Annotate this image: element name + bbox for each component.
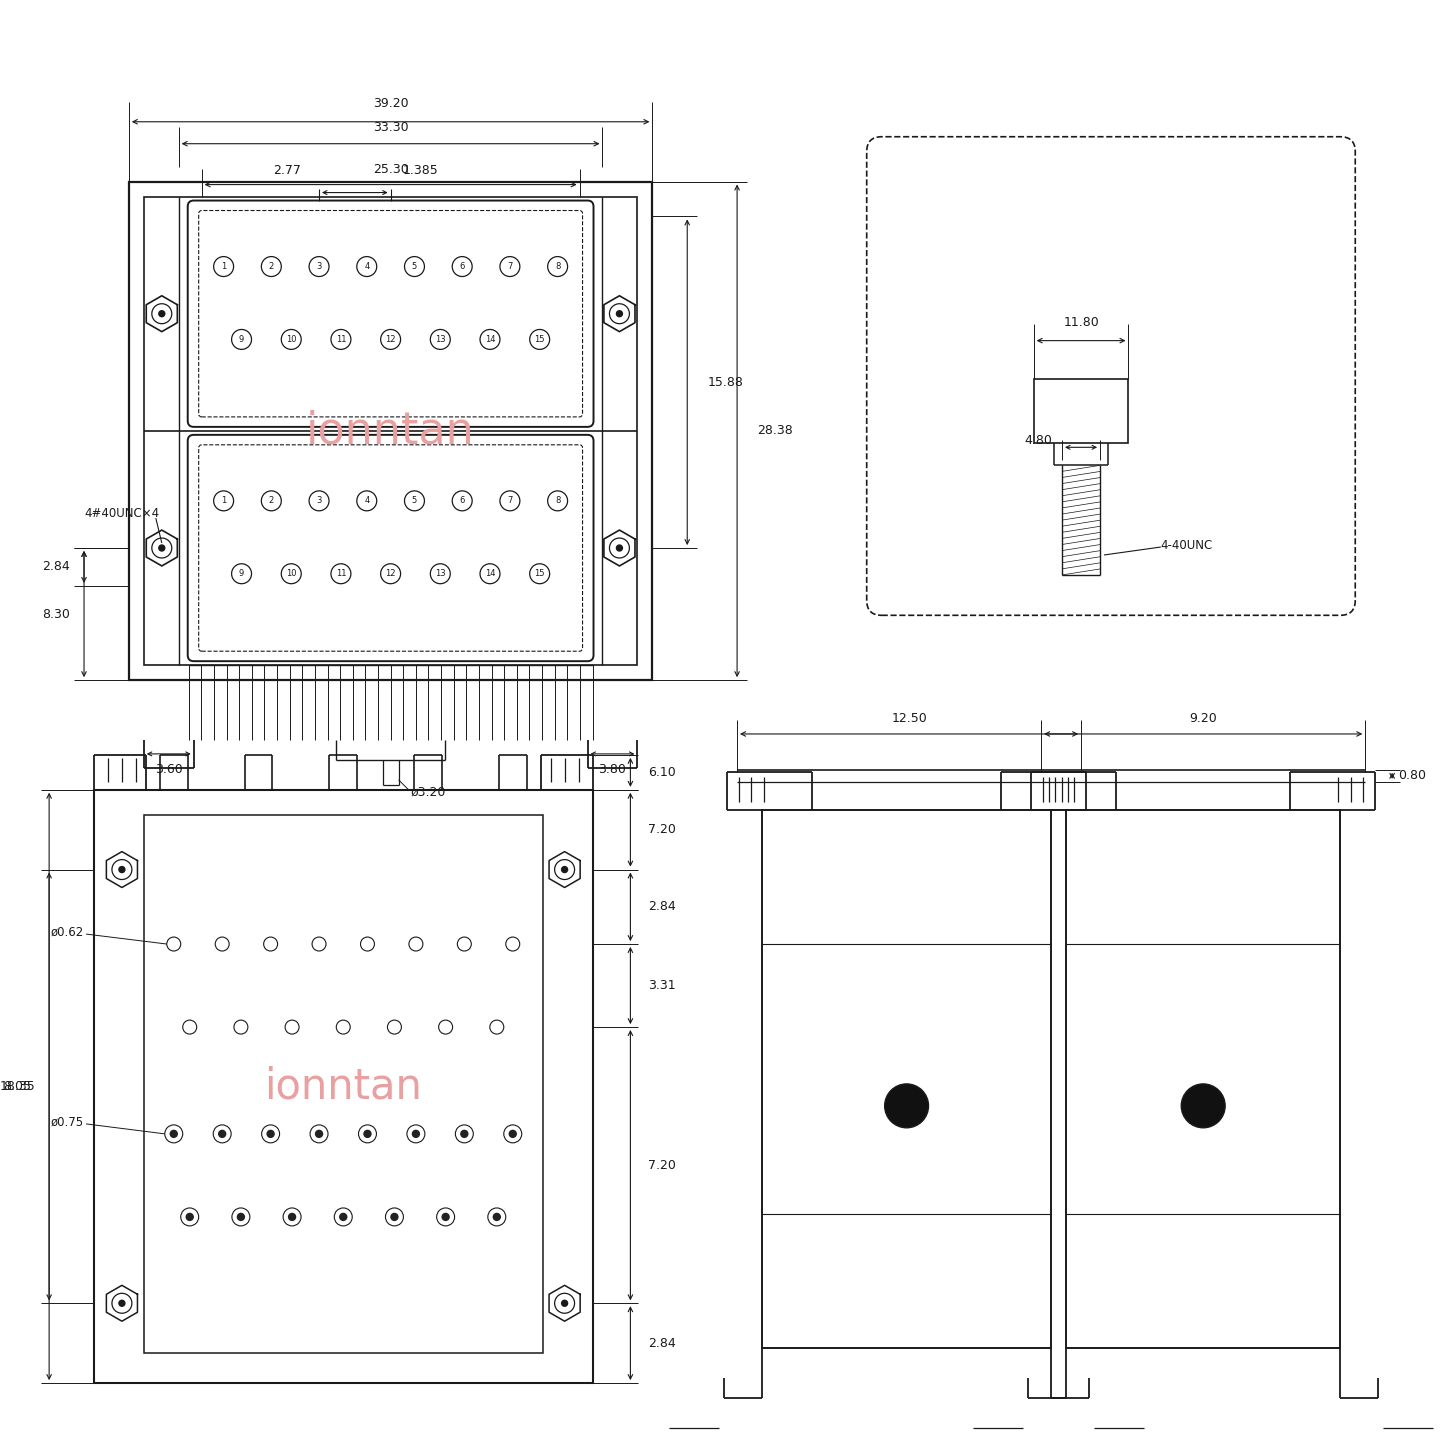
Text: 7: 7 — [507, 262, 513, 271]
Text: 4-40UNC: 4-40UNC — [1161, 539, 1212, 552]
Text: 3.31: 3.31 — [648, 979, 677, 992]
Bar — [94, 789, 592, 1382]
Text: 11: 11 — [336, 336, 346, 344]
Circle shape — [616, 544, 622, 552]
Text: 6: 6 — [459, 497, 465, 505]
Circle shape — [120, 867, 125, 873]
Bar — [762, 809, 1051, 1348]
Text: 8: 8 — [554, 497, 560, 505]
Text: 2.84: 2.84 — [42, 560, 71, 573]
Text: 2.84: 2.84 — [648, 900, 677, 913]
Bar — [1034, 379, 1129, 444]
Circle shape — [461, 1130, 468, 1138]
Circle shape — [158, 544, 164, 552]
Text: 11.80: 11.80 — [1063, 317, 1099, 330]
Text: 5: 5 — [412, 262, 418, 271]
Circle shape — [562, 1300, 567, 1306]
Circle shape — [390, 1214, 397, 1221]
Text: 7.20: 7.20 — [648, 1159, 677, 1172]
Text: 13: 13 — [435, 569, 445, 579]
FancyBboxPatch shape — [867, 137, 1355, 615]
Circle shape — [616, 311, 622, 317]
Text: 0.80: 0.80 — [1398, 769, 1426, 782]
Text: 12.50: 12.50 — [891, 711, 927, 724]
Text: 15: 15 — [534, 336, 544, 344]
Text: 12: 12 — [386, 336, 396, 344]
Circle shape — [562, 867, 567, 873]
Text: 33.30: 33.30 — [373, 121, 409, 134]
Text: 6: 6 — [459, 262, 465, 271]
Text: 7.20: 7.20 — [648, 824, 677, 837]
Text: ionntan: ionntan — [307, 409, 475, 452]
Circle shape — [315, 1130, 323, 1138]
Circle shape — [186, 1214, 193, 1221]
Text: 4: 4 — [364, 262, 370, 271]
Text: 3: 3 — [317, 497, 321, 505]
Text: 11: 11 — [336, 569, 346, 579]
Text: 18.35: 18.35 — [0, 1080, 35, 1093]
Text: 8.30: 8.30 — [42, 608, 71, 621]
Text: 7: 7 — [507, 497, 513, 505]
Text: 10: 10 — [287, 336, 297, 344]
Text: ø3.20: ø3.20 — [410, 785, 446, 798]
Text: 2.77: 2.77 — [274, 164, 301, 177]
Text: 2: 2 — [269, 497, 274, 505]
Text: 15.88: 15.88 — [707, 376, 743, 389]
Text: 14: 14 — [485, 336, 495, 344]
Text: 9.20: 9.20 — [1189, 711, 1217, 724]
Circle shape — [1181, 1084, 1225, 1128]
Text: 4.80: 4.80 — [1024, 433, 1053, 446]
Circle shape — [288, 1214, 295, 1221]
Text: 4: 4 — [364, 497, 370, 505]
Circle shape — [412, 1130, 419, 1138]
Text: 15: 15 — [534, 569, 544, 579]
Text: 1.385: 1.385 — [403, 164, 438, 177]
Text: 25.30: 25.30 — [373, 163, 409, 176]
Circle shape — [510, 1130, 517, 1138]
Bar — [144, 815, 543, 1354]
Bar — [144, 196, 638, 665]
Text: 14: 14 — [485, 569, 495, 579]
FancyBboxPatch shape — [187, 200, 593, 426]
Text: 13: 13 — [435, 336, 445, 344]
Circle shape — [219, 1130, 226, 1138]
Text: 39.20: 39.20 — [373, 98, 409, 111]
Circle shape — [364, 1130, 372, 1138]
Text: 6.10: 6.10 — [648, 766, 677, 779]
Circle shape — [340, 1214, 347, 1221]
Bar — [130, 181, 652, 680]
Text: 8: 8 — [554, 262, 560, 271]
Text: 2.84: 2.84 — [648, 1336, 677, 1349]
Text: ø0.75: ø0.75 — [50, 1116, 84, 1129]
Text: 2: 2 — [269, 262, 274, 271]
Text: ø0.62: ø0.62 — [50, 926, 84, 939]
Circle shape — [884, 1084, 929, 1128]
Circle shape — [238, 1214, 245, 1221]
Circle shape — [268, 1130, 274, 1138]
Text: 9: 9 — [239, 569, 245, 579]
Circle shape — [158, 311, 164, 317]
Text: 3: 3 — [317, 262, 321, 271]
Text: ionntan: ionntan — [265, 1066, 422, 1107]
Text: 9: 9 — [239, 336, 245, 344]
Circle shape — [120, 1300, 125, 1306]
Text: 4#40UNC×4: 4#40UNC×4 — [84, 507, 160, 520]
Text: 1: 1 — [220, 262, 226, 271]
Text: 8.05: 8.05 — [3, 1080, 32, 1093]
Text: 5: 5 — [412, 497, 418, 505]
Text: 28.38: 28.38 — [757, 425, 793, 438]
Bar — [1066, 809, 1341, 1348]
Text: 3.80: 3.80 — [599, 763, 626, 776]
Circle shape — [494, 1214, 500, 1221]
FancyBboxPatch shape — [187, 435, 593, 661]
Text: 3.60: 3.60 — [156, 763, 183, 776]
Text: 1: 1 — [220, 497, 226, 505]
Circle shape — [442, 1214, 449, 1221]
Text: 12: 12 — [386, 569, 396, 579]
Text: 10: 10 — [287, 569, 297, 579]
Circle shape — [170, 1130, 177, 1138]
